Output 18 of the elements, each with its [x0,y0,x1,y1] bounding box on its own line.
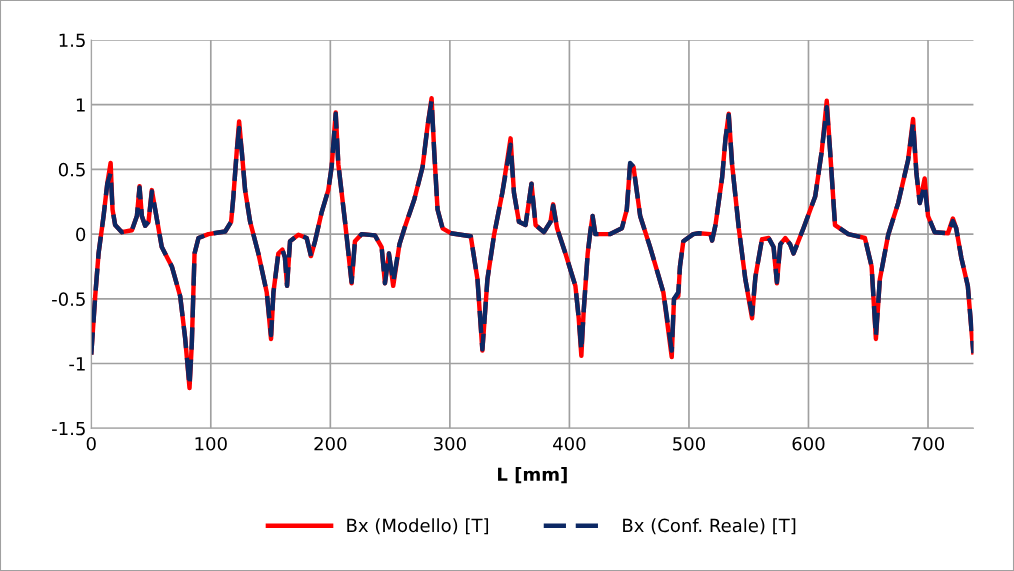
x-tick-label: 400 [553,436,586,451]
y-tick-label: 1 [76,98,85,112]
y-tick-label: -1 [69,357,85,371]
x-tick-label: 200 [314,436,347,451]
x-tick-label: 300 [434,436,466,451]
y-tick-label: -0.5 [52,292,85,306]
x-axis-title: L [mm] [498,467,567,484]
y-tick-label: 0 [76,227,86,242]
y-tick-label: 1.5 [59,33,85,48]
y-tick-label: 0.5 [58,162,85,177]
x-tick-label: 600 [792,436,825,451]
x-tick-label: 100 [195,436,227,451]
y-tick-label: -1.5 [52,421,85,436]
x-tick-label: 0 [86,436,96,451]
legend-label: Bx (Conf. Reale) [T] [623,518,796,535]
x-tick-label: 700 [912,436,945,451]
x-tick-label: 500 [673,436,705,451]
legend-label: Bx (Modello) [T] [347,518,489,535]
